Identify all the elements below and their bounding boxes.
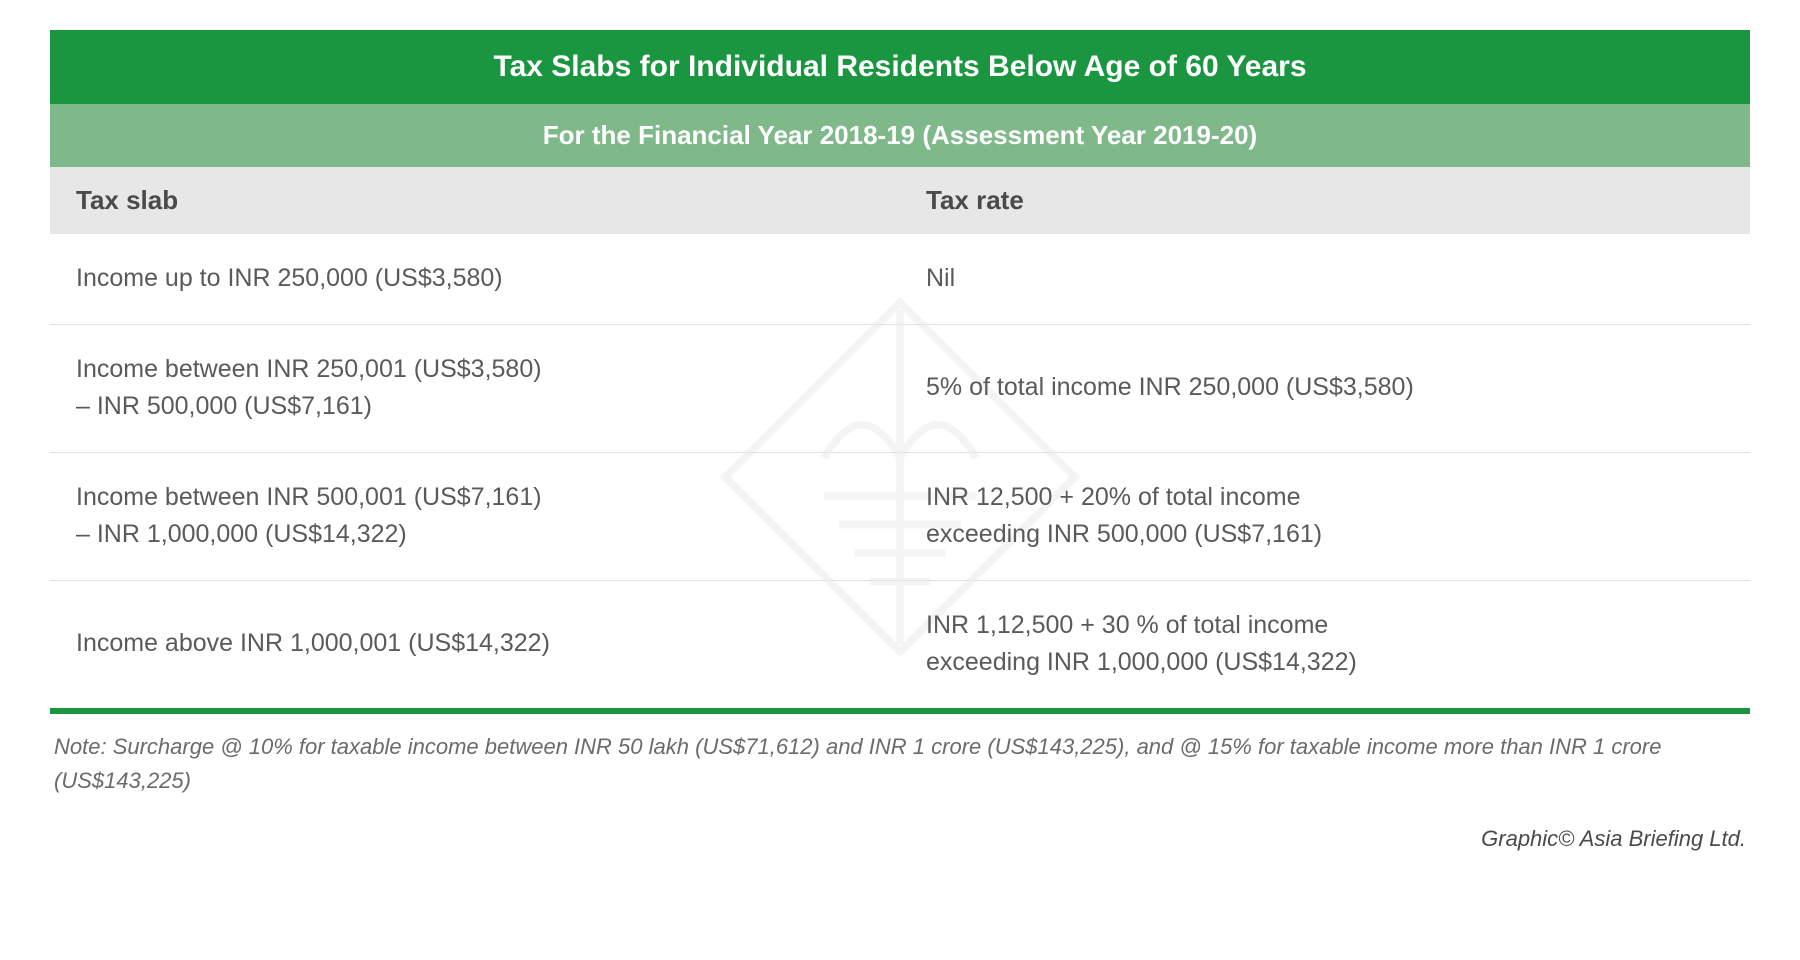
table-row: Income up to INR 250,000 (US$3,580) Nil xyxy=(50,234,1750,324)
cell-rate: Nil xyxy=(900,234,1750,324)
cell-slab: Income up to INR 250,000 (US$3,580) xyxy=(50,234,900,324)
table-subtitle: For the Financial Year 2018-19 (Assessme… xyxy=(50,104,1750,167)
table-header-row: Tax slab Tax rate xyxy=(50,167,1750,234)
col-header-rate: Tax rate xyxy=(900,167,1750,234)
tax-slab-table: Tax slab Tax rate Income up to INR 250,0… xyxy=(50,167,1750,708)
footnote: Note: Surcharge @ 10% for taxable income… xyxy=(50,714,1750,798)
cell-rate: INR 12,500 + 20% of total incomeexceedin… xyxy=(900,452,1750,580)
cell-rate: 5% of total income INR 250,000 (US$3,580… xyxy=(900,324,1750,452)
graphic-credit: Graphic© Asia Briefing Ltd. xyxy=(50,798,1750,852)
table-title: Tax Slabs for Individual Residents Below… xyxy=(50,30,1750,104)
cell-slab: Income between INR 500,001 (US$7,161)– I… xyxy=(50,452,900,580)
table-row: Income between INR 250,001 (US$3,580)– I… xyxy=(50,324,1750,452)
table-row: Income above INR 1,000,001 (US$14,322) I… xyxy=(50,580,1750,708)
col-header-slab: Tax slab xyxy=(50,167,900,234)
tax-table-container: Tax Slabs for Individual Residents Below… xyxy=(50,30,1750,852)
table-row: Income between INR 500,001 (US$7,161)– I… xyxy=(50,452,1750,580)
cell-slab: Income between INR 250,001 (US$3,580)– I… xyxy=(50,324,900,452)
cell-slab: Income above INR 1,000,001 (US$14,322) xyxy=(50,580,900,708)
cell-rate: INR 1,12,500 + 30 % of total incomeexcee… xyxy=(900,580,1750,708)
